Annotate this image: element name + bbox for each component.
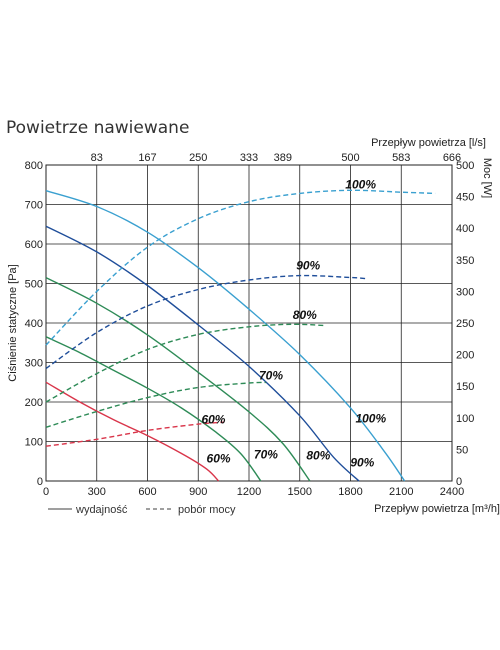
left-tick-label: 400	[25, 318, 43, 330]
top-axis-title: Przepływ powietrza [l/s]	[371, 137, 486, 149]
legend-solid-label: wydajność	[75, 504, 128, 516]
right-tick-label: 150	[456, 381, 474, 393]
right-tick-label: 250	[456, 318, 474, 330]
bottom-tick-label: 2400	[440, 486, 464, 498]
left-tick-label: 600	[25, 239, 43, 251]
curve-label: 90%	[296, 259, 320, 273]
plot-frame	[45, 164, 453, 482]
left-tick-label: 300	[25, 358, 43, 370]
bottom-tick-label: 300	[88, 486, 106, 498]
ticks: 0 300 600 900 1200 1500 1800 2100 24000100200300…	[25, 152, 475, 498]
bottom-tick-label: 1800	[338, 486, 362, 498]
right-tick-label: 350	[456, 255, 474, 267]
curve-label: 60%	[201, 413, 225, 427]
bottom-tick-label: 0	[43, 486, 49, 498]
left-tick-label: 0	[37, 476, 43, 488]
top-tick-label: 167	[138, 152, 156, 164]
right-tick-label: 200	[456, 350, 474, 362]
power-curve-80pct	[45, 323, 326, 403]
pressure-curve-80pct	[45, 276, 311, 482]
annotations: 60% 70% 80% 90% 100% 60% 70% 80% 90% 100%	[201, 178, 386, 470]
pressure-curve-70pct	[45, 336, 262, 482]
top-tick-label: 250	[189, 152, 207, 164]
curve-label: 80%	[306, 448, 330, 462]
right-tick-label: 300	[456, 286, 474, 298]
curve-label: 100%	[355, 412, 386, 426]
curve-label: 100%	[345, 178, 376, 192]
left-tick-label: 500	[25, 279, 43, 291]
pressure-curve-60pct	[45, 381, 220, 482]
power-curve-70pct	[45, 381, 266, 428]
power-curve-100pct	[45, 189, 436, 346]
left-tick-label: 700	[25, 200, 43, 212]
pressure-curve-100pct	[45, 190, 406, 482]
top-tick-label: 389	[274, 152, 292, 164]
bottom-tick-label: 900	[189, 486, 207, 498]
curves	[45, 189, 436, 482]
right-tick-label: 0	[456, 476, 462, 488]
left-axis-title: Ciśnienie statyczne [Pa]	[7, 264, 19, 381]
pressure-curve-90pct	[45, 225, 360, 482]
curve-label: 70%	[254, 447, 278, 461]
left-tick-label: 100	[25, 437, 43, 449]
curve-label: 80%	[293, 308, 317, 322]
left-tick-label: 200	[25, 397, 43, 409]
curve-label: 60%	[207, 451, 231, 465]
top-tick-label: 83	[91, 152, 103, 164]
top-tick-label: 500	[341, 152, 359, 164]
right-tick-label: 450	[456, 192, 474, 204]
bottom-axis-title: Przepływ powietrza [m³/h]	[374, 503, 500, 515]
curve-label: 70%	[259, 368, 283, 382]
legend-dashed-label: pobór mocy	[178, 504, 236, 516]
top-tick-label: 666	[443, 152, 461, 164]
bottom-tick-label: 1500	[288, 486, 312, 498]
right-tick-label: 500	[456, 160, 474, 172]
top-tick-label: 333	[240, 152, 258, 164]
legend: wydajność pobór mocy	[48, 504, 236, 516]
power-curve-90pct	[45, 274, 368, 370]
page-title: Powietrze nawiewane	[6, 118, 190, 138]
bottom-tick-label: 600	[138, 486, 156, 498]
curve-label: 90%	[350, 455, 374, 469]
right-tick-label: 50	[456, 444, 468, 456]
right-axis-title: Moc [W]	[481, 158, 493, 198]
power-curve-60pct	[45, 421, 224, 447]
right-tick-label: 400	[456, 223, 474, 235]
grid	[46, 165, 452, 481]
bottom-tick-label: 2100	[389, 486, 413, 498]
right-tick-label: 100	[456, 413, 474, 425]
top-tick-label: 583	[392, 152, 410, 164]
bottom-tick-label: 1200	[237, 486, 261, 498]
left-tick-label: 800	[25, 160, 43, 172]
